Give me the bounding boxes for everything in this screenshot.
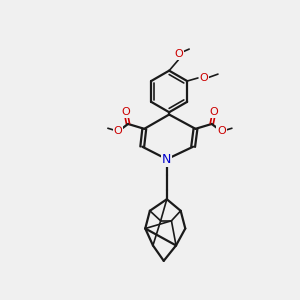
Text: O: O xyxy=(200,73,208,83)
Text: O: O xyxy=(114,126,123,136)
Text: N: N xyxy=(162,153,172,166)
Text: O: O xyxy=(121,107,130,117)
Text: O: O xyxy=(210,107,218,117)
Text: O: O xyxy=(174,49,183,59)
Text: O: O xyxy=(217,126,226,136)
